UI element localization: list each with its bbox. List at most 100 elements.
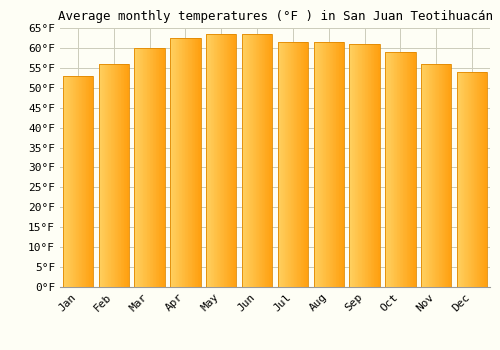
Bar	[399, 52, 400, 287]
Bar	[306, 42, 308, 287]
Bar	[116, 64, 117, 287]
Bar	[392, 52, 393, 287]
Bar	[125, 64, 126, 287]
Bar	[440, 64, 441, 287]
Bar	[375, 44, 376, 287]
Bar	[296, 42, 298, 287]
Bar	[289, 42, 290, 287]
Bar	[80, 76, 81, 287]
Bar	[422, 64, 424, 287]
Bar	[472, 72, 473, 287]
Bar	[314, 42, 344, 287]
Bar	[293, 42, 294, 287]
Title: Average monthly temperatures (°F ) in San Juan Teotihuacán: Average monthly temperatures (°F ) in Sa…	[58, 10, 492, 23]
Bar	[189, 38, 190, 287]
Bar	[409, 52, 410, 287]
Bar	[303, 42, 304, 287]
Bar	[180, 38, 181, 287]
Bar	[402, 52, 404, 287]
Bar	[242, 34, 244, 287]
Bar	[158, 48, 160, 287]
Bar	[222, 34, 223, 287]
Bar	[164, 48, 165, 287]
Bar	[401, 52, 402, 287]
Bar	[357, 44, 358, 287]
Bar	[463, 72, 464, 287]
Bar	[170, 38, 200, 287]
Bar	[378, 44, 379, 287]
Bar	[72, 76, 74, 287]
Bar	[198, 38, 199, 287]
Bar	[295, 42, 296, 287]
Bar	[263, 34, 264, 287]
Bar	[282, 42, 283, 287]
Bar	[337, 42, 338, 287]
Bar	[144, 48, 145, 287]
Bar	[66, 76, 68, 287]
Bar	[290, 42, 292, 287]
Bar	[353, 44, 354, 287]
Bar	[338, 42, 340, 287]
Bar	[123, 64, 124, 287]
Bar	[110, 64, 112, 287]
Bar	[219, 34, 220, 287]
Bar	[336, 42, 337, 287]
Bar	[181, 38, 182, 287]
Bar	[71, 76, 72, 287]
Bar	[186, 38, 187, 287]
Bar	[262, 34, 263, 287]
Bar	[175, 38, 176, 287]
Bar	[300, 42, 302, 287]
Bar	[136, 48, 138, 287]
Bar	[412, 52, 414, 287]
Bar	[367, 44, 368, 287]
Bar	[103, 64, 104, 287]
Bar	[156, 48, 157, 287]
Bar	[396, 52, 398, 287]
Bar	[469, 72, 470, 287]
Bar	[473, 72, 474, 287]
Bar	[329, 42, 330, 287]
Bar	[141, 48, 142, 287]
Bar	[284, 42, 286, 287]
Bar	[427, 64, 428, 287]
Bar	[467, 72, 468, 287]
Bar	[411, 52, 412, 287]
Bar	[245, 34, 246, 287]
Bar	[87, 76, 88, 287]
Bar	[68, 76, 69, 287]
Bar	[90, 76, 91, 287]
Bar	[192, 38, 193, 287]
Bar	[197, 38, 198, 287]
Bar	[83, 76, 84, 287]
Bar	[475, 72, 476, 287]
Bar	[128, 64, 129, 287]
Bar	[324, 42, 325, 287]
Bar	[431, 64, 432, 287]
Bar	[358, 44, 360, 287]
Bar	[183, 38, 184, 287]
Bar	[481, 72, 482, 287]
Bar	[465, 72, 466, 287]
Bar	[108, 64, 109, 287]
Bar	[188, 38, 189, 287]
Bar	[426, 64, 427, 287]
Bar	[325, 42, 326, 287]
Bar	[62, 76, 64, 287]
Bar	[444, 64, 446, 287]
Bar	[425, 64, 426, 287]
Bar	[264, 34, 266, 287]
Bar	[223, 34, 224, 287]
Bar	[152, 48, 154, 287]
Bar	[340, 42, 341, 287]
Bar	[261, 34, 262, 287]
Bar	[372, 44, 373, 287]
Bar	[288, 42, 289, 287]
Bar	[424, 64, 425, 287]
Bar	[342, 42, 343, 287]
Bar	[230, 34, 231, 287]
Bar	[98, 64, 129, 287]
Bar	[214, 34, 215, 287]
Bar	[113, 64, 114, 287]
Bar	[106, 64, 107, 287]
